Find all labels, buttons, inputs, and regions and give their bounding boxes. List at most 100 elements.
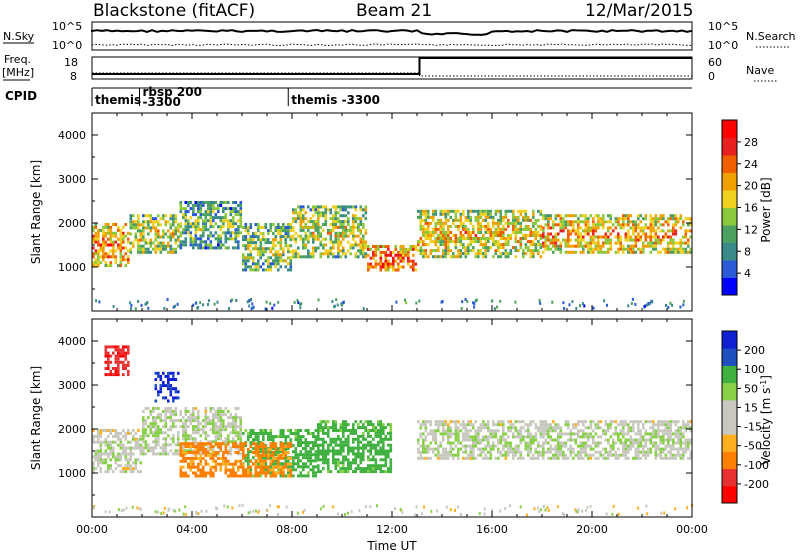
data-cell [467, 237, 470, 240]
data-cell [445, 237, 448, 240]
data-cell [297, 453, 300, 456]
data-cell [687, 245, 690, 248]
data-cell [262, 445, 265, 448]
data-cell [262, 448, 265, 451]
data-cell [115, 255, 118, 258]
data-cell [107, 364, 110, 367]
data-cell [562, 217, 565, 220]
data-cell [555, 214, 558, 217]
data-cell [402, 245, 405, 248]
data-cell [567, 236, 570, 239]
data-cell [212, 419, 215, 422]
data-cell [562, 239, 565, 242]
data-cell [272, 460, 275, 463]
data-cell [307, 453, 310, 456]
data-cell [267, 268, 270, 271]
data-cell [360, 470, 363, 473]
data-cell [127, 432, 130, 435]
data-cell [117, 435, 120, 438]
data-cell [305, 232, 308, 235]
data-cell [232, 210, 235, 213]
data-cell [325, 205, 328, 208]
data-cell [207, 472, 210, 475]
data-cell [270, 429, 273, 432]
data-cell [492, 432, 495, 435]
data-cell [345, 208, 348, 211]
data-cell [480, 237, 483, 240]
data-cell [440, 445, 443, 448]
data-cell [620, 226, 623, 229]
data-cell [182, 422, 185, 425]
data-cell [487, 228, 490, 231]
data-cell [340, 470, 343, 473]
data-cell [687, 217, 690, 220]
data-cell [277, 223, 280, 226]
data-cell [300, 255, 303, 258]
data-cell [327, 447, 330, 450]
data-cell [167, 245, 170, 248]
data-cell [445, 219, 448, 222]
data-cell [190, 457, 193, 460]
data-cell [302, 241, 305, 244]
data-cell [667, 435, 670, 438]
data-cell [605, 451, 608, 454]
data-cell [652, 245, 655, 248]
data-cell [117, 455, 120, 458]
data-cell [260, 472, 263, 475]
data-cell [652, 426, 655, 429]
data-cell [275, 253, 278, 256]
data-cell [257, 460, 260, 463]
data-cell [622, 423, 625, 426]
data-cell [615, 432, 618, 435]
data-cell [332, 214, 335, 217]
data-cell [207, 213, 210, 216]
data-cell [162, 245, 165, 248]
data-cell [577, 217, 580, 220]
data-cell [207, 419, 210, 422]
data-cell [220, 428, 223, 431]
data-cell [199, 301, 201, 304]
data-cell [542, 457, 545, 460]
data-cell [135, 307, 137, 310]
data-cell [230, 210, 233, 213]
data-cell [515, 231, 518, 234]
data-cell [492, 243, 495, 246]
data-cell [462, 435, 465, 438]
data-cell [295, 435, 298, 438]
data-cell [220, 419, 223, 422]
data-cell [520, 231, 523, 234]
data-cell [295, 255, 298, 258]
data-cell [192, 304, 194, 307]
data-cell [347, 229, 350, 232]
data-cell [417, 216, 420, 219]
data-cell [340, 235, 343, 238]
data-cell [292, 249, 295, 252]
data-cell [345, 441, 348, 444]
data-cell [355, 429, 358, 432]
data-cell [240, 466, 243, 469]
data-cell [547, 442, 550, 445]
data-cell [165, 440, 168, 443]
data-cell [390, 467, 393, 470]
data-cell [337, 255, 340, 258]
data-cell [592, 223, 595, 226]
data-cell [185, 457, 188, 460]
data-cell [497, 423, 500, 426]
data-cell [680, 248, 683, 251]
data-cell [432, 210, 435, 213]
data-cell [682, 426, 685, 429]
data-cell [302, 226, 305, 229]
data-cell [577, 245, 580, 248]
data-cell [267, 448, 270, 451]
data-cell [482, 448, 485, 451]
data-cell [667, 445, 670, 448]
data-cell [212, 428, 215, 431]
data-cell [157, 416, 160, 419]
data-cell [327, 208, 330, 211]
data-cell [267, 469, 270, 472]
data-cell [355, 205, 358, 208]
data-cell [342, 444, 345, 447]
data-cell [207, 201, 210, 204]
data-cell [377, 464, 380, 467]
data-cell [270, 448, 273, 451]
